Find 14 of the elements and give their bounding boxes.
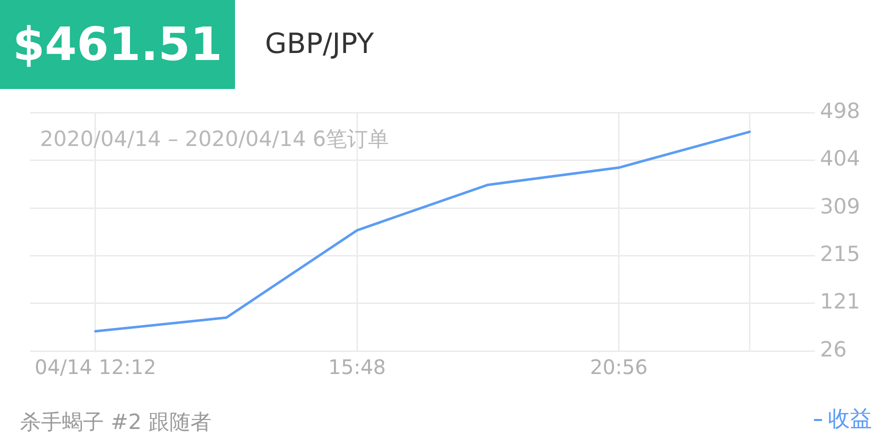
y-tick-label: 26 — [820, 337, 847, 362]
legend-label: 收益 — [828, 406, 872, 434]
y-tick-label: 309 — [820, 194, 860, 219]
chart-title: $461.51 — [0, 0, 235, 89]
text: 杀手蝎子 #2 跟随者 — [20, 409, 212, 436]
annotation: 2020/04/14 – 2020/04/14 6笔订单 — [40, 127, 389, 152]
y-tick-label: 215 — [820, 242, 860, 266]
y-tick-label: 404 — [820, 146, 860, 171]
chart-subtitle: GBP/JPY — [265, 26, 374, 62]
y-tick-label: 121 — [820, 289, 860, 314]
x-tick-label: 04/14 12:12 — [34, 355, 156, 380]
x-tick-label: 15:48 — [328, 355, 386, 380]
y-tick-label: 498 — [820, 99, 860, 124]
x-tick-label: 20:56 — [590, 355, 648, 380]
